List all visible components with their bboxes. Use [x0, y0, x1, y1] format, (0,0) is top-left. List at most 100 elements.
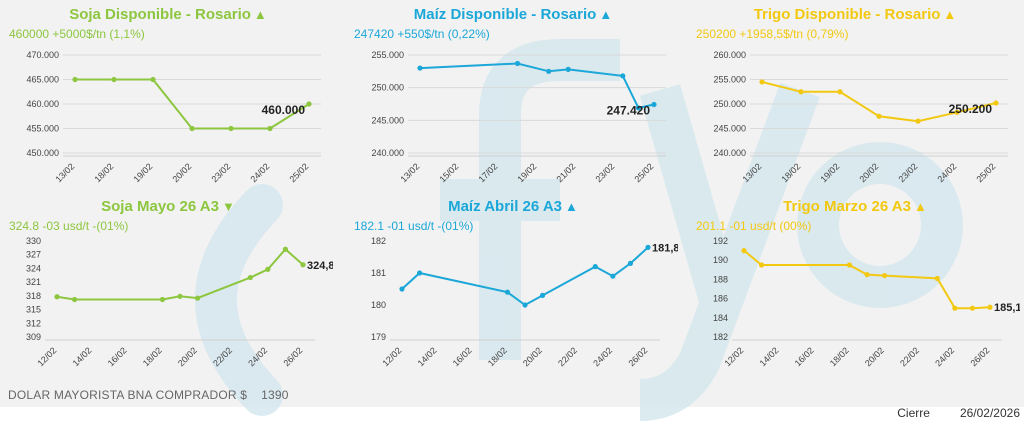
x-tick-label: 18/02	[486, 345, 509, 368]
chart-subtitle: 460000 +5000$/tn (1,1%)	[9, 27, 145, 41]
x-tick-label: 20/02	[863, 345, 886, 368]
y-tick-label: 309	[26, 332, 41, 342]
data-point	[177, 293, 183, 299]
series-line	[419, 62, 655, 110]
x-tick-label: 24/02	[246, 345, 269, 368]
data-point	[514, 60, 521, 67]
data-point	[592, 264, 598, 270]
chart-title: Maíz Disponible - Rosario ▲	[413, 6, 613, 23]
y-tick-label: 470.000	[26, 50, 59, 60]
chart-maiz-disponible: 240.000 245.000 250.000 255.000 13/02 15/02 17…	[348, 3, 678, 203]
data-point	[934, 275, 940, 282]
data-point	[837, 89, 843, 95]
data-point	[759, 79, 765, 85]
last-value-label: 460.000	[262, 103, 306, 117]
x-tick-label: 21/02	[554, 161, 577, 184]
data-point	[651, 101, 657, 108]
x-tick-label: 13/02	[398, 161, 421, 184]
x-tick-label: 16/02	[793, 345, 816, 368]
plot-area: 309 312 315 318 321 324 327 330 12/02 14/02 16/02 1…	[26, 236, 333, 368]
chart-subtitle: 201.1 -01 usd/t (00%)	[696, 219, 812, 233]
y-tick-label: 192	[713, 236, 728, 246]
x-tick-label: 24/02	[933, 345, 956, 368]
x-tick-label: 19/02	[515, 161, 538, 184]
x-tick-label: 18/02	[828, 345, 851, 368]
x-tick-label: 17/02	[476, 161, 499, 184]
data-point	[876, 113, 882, 119]
x-tick-label: 26/02	[281, 345, 304, 368]
data-point	[306, 101, 312, 107]
data-point	[71, 296, 78, 303]
dolar-label: DOLAR MAYORISTA BNA COMPRADOR $	[8, 388, 248, 402]
y-tick-label: 321	[26, 277, 41, 287]
last-value-label: 324,8	[307, 260, 333, 272]
chart-trigo-marzo: 182 184 186 188 190 192 12/02 14/02 16/02 18/02 20…	[690, 195, 1020, 395]
last-value-label: 247.420	[607, 104, 651, 118]
data-point	[300, 262, 306, 268]
trend-up-icon: ▲	[565, 199, 578, 214]
chart-soja-mayo: 309 312 315 318 321 324 327 330 12/02 14/02 16/02 1…	[3, 195, 333, 395]
data-point	[635, 105, 641, 111]
data-point	[189, 125, 195, 132]
cierre-label: Cierre	[897, 406, 930, 420]
x-tick-label: 20/02	[176, 345, 199, 368]
x-tick-label: 23/02	[209, 161, 232, 184]
x-tick-label: 22/02	[898, 345, 921, 368]
data-point	[247, 274, 253, 281]
dolar-footer: DOLAR MAYORISTA BNA COMPRADOR $ 1390	[8, 388, 289, 402]
data-point	[952, 305, 958, 311]
x-tick-label: 13/02	[53, 161, 76, 184]
cierre-footer: Cierre 26/02/2026	[897, 406, 1020, 420]
x-tick-label: 24/02	[248, 161, 271, 184]
data-point	[741, 248, 747, 254]
data-point	[645, 244, 651, 250]
x-tick-label: 26/02	[626, 345, 649, 368]
x-tick-label: 26/02	[968, 345, 991, 368]
y-tick-label: 240.000	[371, 148, 404, 158]
x-tick-label: 12/02	[380, 345, 403, 368]
y-tick-label: 190	[713, 255, 728, 265]
data-point	[864, 272, 870, 278]
data-point	[159, 296, 166, 303]
plot-area: 182 184 186 188 190 192 12/02 14/02 16/02 18/02 20…	[713, 236, 1020, 368]
data-point	[72, 76, 78, 83]
data-point	[627, 260, 634, 266]
data-point	[546, 68, 552, 74]
y-tick-label: 315	[26, 305, 41, 315]
chart-title: Trigo Disponible - Rosario ▲	[753, 6, 957, 23]
data-point	[915, 118, 921, 124]
x-tick-label: 14/02	[758, 345, 781, 368]
data-point	[954, 109, 960, 115]
x-tick-label: 23/02	[896, 161, 919, 184]
data-point	[504, 289, 511, 295]
y-tick-label: 250.000	[713, 99, 746, 109]
data-point	[565, 66, 571, 72]
cierre-date: 26/02/2026	[959, 406, 1020, 420]
y-tick-label: 312	[26, 318, 41, 328]
x-tick-label: 12/02	[35, 345, 58, 368]
y-tick-label: 182	[713, 332, 728, 342]
x-tick-label: 14/02	[416, 345, 439, 368]
y-tick-label: 255.000	[371, 50, 404, 60]
data-point	[620, 73, 626, 79]
chart-subtitle: 324.8 -03 usd/t -(01%)	[9, 219, 129, 233]
data-point	[798, 89, 804, 95]
trend-up-icon: ▲	[943, 7, 957, 22]
data-point	[881, 272, 888, 279]
y-tick-label: 186	[713, 294, 728, 304]
plot-area: 450.000 455.000 460.000 465.000 470.000 13/02…	[26, 50, 321, 184]
chart-trigo-disponible: 240.000 245.000 250.000 255.000 260.000 13/02…	[690, 3, 1020, 203]
y-tick-label: 330	[26, 236, 41, 246]
data-point	[969, 305, 976, 311]
data-point	[194, 295, 201, 301]
chart-subtitle: 182.1 -01 usd/t -(01%)	[354, 219, 474, 233]
x-tick-label: 18/02	[92, 161, 115, 184]
chart-title: Soja Mayo 26 A3 ▼	[101, 198, 235, 215]
x-tick-label: 13/02	[740, 161, 763, 184]
chart-maiz-abril: 179 180 181 182 12/02 14/02 16/02 18/02 20/02 22/…	[348, 195, 678, 395]
x-tick-label: 20/02	[170, 161, 193, 184]
last-value-label: 181,8	[652, 242, 678, 254]
x-tick-label: 25/02	[287, 161, 310, 184]
x-tick-label: 23/02	[593, 161, 616, 184]
